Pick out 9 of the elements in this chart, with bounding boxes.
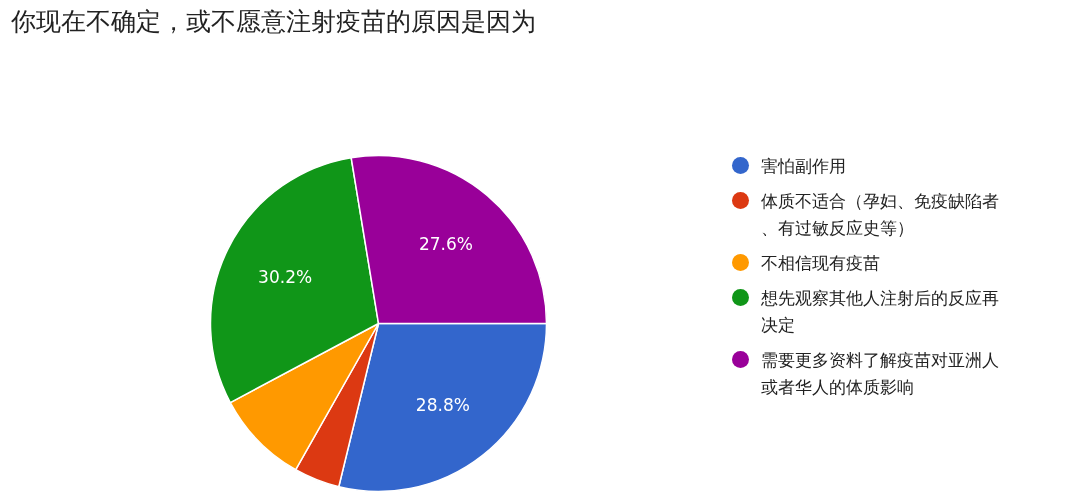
chart-title: 你现在不确定，或不愿意注射疫苗的原因是因为: [9, 6, 536, 36]
data-label: 30.2%: [258, 267, 313, 288]
data-label: 27.6%: [418, 234, 473, 255]
legend-label: 需要更多资料了解疫苗对亚洲人或者华人的体质影响: [760, 349, 999, 397]
legend-label: 体质不适合（孕妇、免疫缺陷者、有过敏反应史等）: [760, 190, 999, 238]
legend-label: 害怕副作用: [760, 155, 846, 176]
data-label: 28.8%: [415, 395, 470, 416]
legend-label: 想先观察其他人注射后的反应再决定: [759, 287, 999, 335]
legend-label: 不相信现有疫苗: [760, 252, 880, 273]
